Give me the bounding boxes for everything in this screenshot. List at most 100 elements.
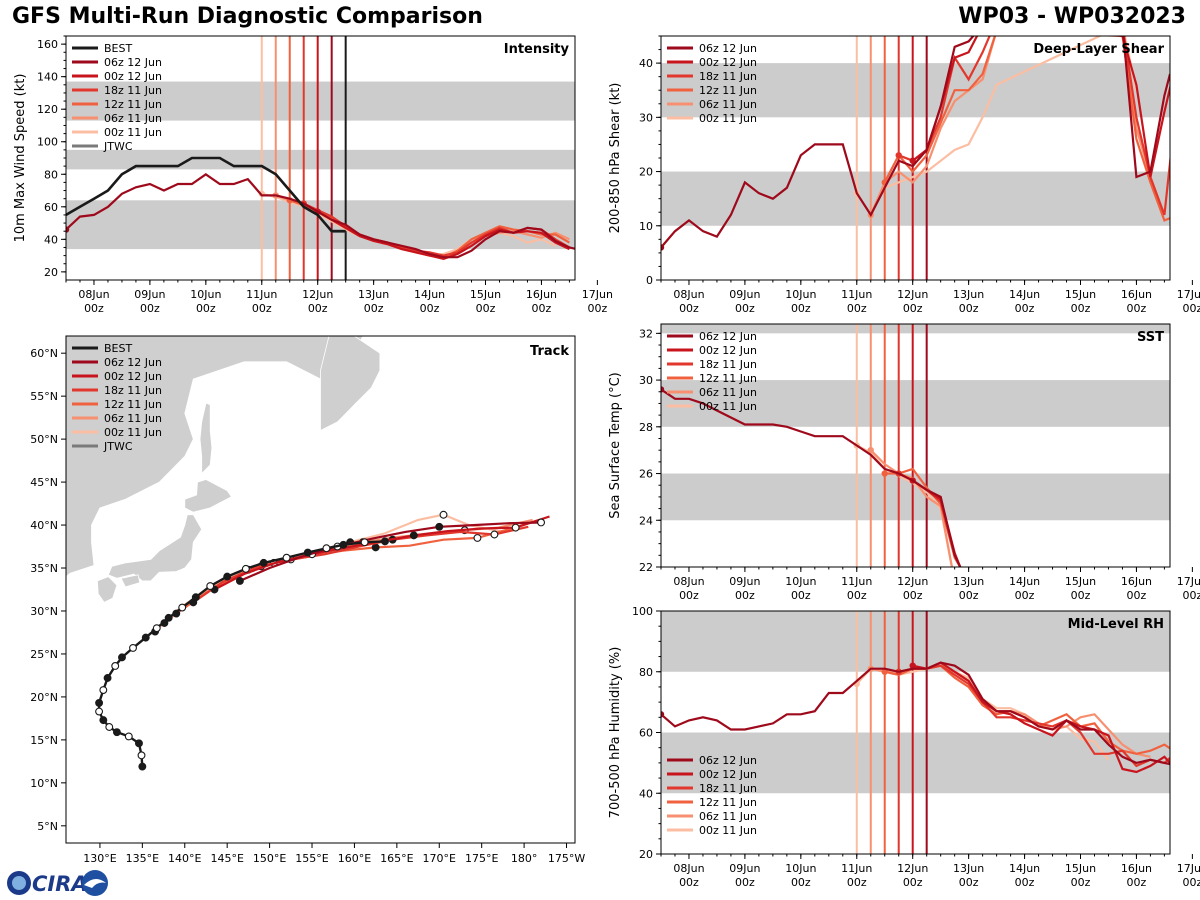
- track-point: [152, 624, 161, 633]
- init-marker: [661, 386, 665, 393]
- wave-icon: [84, 878, 106, 888]
- x-tick-label: 13Jun: [358, 288, 389, 301]
- y-tick-label: 24: [639, 514, 653, 527]
- x-tick-label: 00z: [1127, 876, 1147, 889]
- track-point: [339, 540, 348, 549]
- shaded-band: [661, 732, 1170, 794]
- x-tick-label: 00z: [84, 302, 104, 315]
- plot-area: [661, 324, 1170, 567]
- x-tick-label: 14Jun: [1009, 862, 1040, 875]
- y-tick-label: 25°N: [30, 648, 58, 661]
- x-tick-label: 00z: [903, 876, 923, 889]
- track-line-00z-12-jun: [213, 515, 550, 591]
- x-tick-label: 00z: [791, 876, 811, 889]
- x-tick-label: 00z: [847, 876, 867, 889]
- land-honshu: [107, 514, 203, 582]
- y-tick-label: 100: [632, 605, 653, 618]
- legend-label: 00z 11 Jun: [699, 824, 757, 837]
- y-axis-label: 700-500 hPa Humidity (%): [608, 647, 623, 819]
- x-tick-label: 17Jun: [1177, 288, 1200, 301]
- shaded-band: [66, 149, 575, 170]
- plot-area: [661, 611, 1170, 854]
- legend-label: 06z 12 Jun: [699, 754, 757, 767]
- y-tick-label: 80: [44, 168, 58, 181]
- x-tick-label: 00z: [679, 589, 699, 602]
- track-point: [435, 522, 444, 531]
- track-point: [303, 548, 312, 557]
- legend-label: 06z 11 Jun: [699, 810, 757, 823]
- x-tick-label: 00z: [959, 302, 979, 315]
- series-line-06z-11-jun: [869, 36, 1152, 216]
- x-tick-label: 09Jun: [729, 575, 760, 588]
- x-tick-label: 08Jun: [673, 288, 704, 301]
- x-tick-label: 16Jun: [1121, 575, 1152, 588]
- y-tick-label: 15°N: [30, 734, 58, 747]
- x-tick-label: 15Jun: [1065, 288, 1096, 301]
- track-point: [164, 613, 173, 622]
- x-tick-label: 17Jun: [582, 288, 613, 301]
- legend-label: 00z 11 Jun: [104, 426, 162, 439]
- x-tick-label: 10Jun: [785, 862, 816, 875]
- y-tick-label: 22: [639, 561, 653, 574]
- legend-label: JTWC: [103, 440, 133, 453]
- y-tick-label: 35°N: [30, 562, 58, 575]
- y-tick-label: 40°N: [30, 519, 58, 532]
- track-point: [111, 662, 120, 670]
- series-line-00z-12-jun: [317, 210, 570, 261]
- legend-label: 00z 12 Jun: [699, 344, 757, 357]
- track-point: [490, 530, 499, 539]
- track-point: [118, 653, 126, 662]
- legend-label: 12z 11 Jun: [104, 398, 162, 411]
- y-tick-label: 20°N: [30, 691, 58, 704]
- x-tick-label: 09Jun: [729, 288, 760, 301]
- x-tick-label: 14Jun: [1009, 575, 1040, 588]
- init-marker: [867, 446, 874, 454]
- track-point: [206, 582, 215, 591]
- land-sakhalin: [199, 402, 213, 475]
- legend-label: 00z 12 Jun: [104, 370, 162, 383]
- x-tick-label: 16Jun: [526, 288, 557, 301]
- series-line-12z-11-jun: [883, 36, 1170, 222]
- y-tick-label: 40: [639, 787, 653, 800]
- x-tick-label: 00z: [196, 302, 216, 315]
- sst-panel: 22242628303208Jun00z09Jun00z10Jun00z11Ju…: [608, 323, 1200, 602]
- rh-panel: 2040608010008Jun00z09Jun00z10Jun00z11Jun…: [608, 605, 1200, 889]
- x-tick-label: 15Jun: [470, 288, 501, 301]
- track-point: [473, 533, 482, 542]
- track-point: [322, 544, 331, 553]
- shaded-band: [66, 81, 575, 121]
- track-point: [138, 762, 147, 771]
- x-tick-label: 170°E: [423, 852, 456, 865]
- x-tick-label: 00z: [140, 302, 160, 315]
- track-point: [141, 633, 150, 642]
- x-tick-label: 00z: [903, 302, 923, 315]
- y-tick-label: 0: [646, 274, 653, 287]
- intensity-panel: 2040608010012014016008Jun00z09Jun00z10Ju…: [13, 35, 613, 315]
- y-tick-label: 140: [37, 71, 58, 84]
- x-tick-label: 00z: [1015, 876, 1035, 889]
- x-tick-label: 00z: [1071, 876, 1091, 889]
- x-tick-label: 17Jun: [1177, 575, 1200, 588]
- y-tick-label: 160: [37, 38, 58, 51]
- legend-label: 06z 12 Jun: [104, 56, 162, 69]
- y-tick-label: 55°N: [30, 390, 58, 403]
- plot-area: [66, 36, 575, 280]
- legend-label: BEST: [104, 42, 132, 55]
- legend-label: 18z 11 Jun: [699, 782, 757, 795]
- y-axis-label: 200-850 hPa Shear (kt): [608, 83, 623, 234]
- legend-label: 00z 11 Jun: [699, 400, 757, 413]
- legend-label: 00z 11 Jun: [699, 112, 757, 125]
- x-tick-label: 00z: [1182, 876, 1200, 889]
- track-point: [381, 537, 389, 546]
- x-tick-label: 11Jun: [841, 862, 872, 875]
- x-tick-label: 00z: [587, 302, 607, 315]
- track-point: [371, 543, 380, 552]
- x-tick-label: 00z: [1127, 302, 1147, 315]
- legend-label: 12z 11 Jun: [699, 796, 757, 809]
- legend-label: 06z 11 Jun: [104, 112, 162, 125]
- x-tick-label: 00z: [735, 302, 755, 315]
- x-tick-label: 00z: [1015, 589, 1035, 602]
- x-tick-label: 00z: [791, 302, 811, 315]
- legend-label: 06z 11 Jun: [104, 412, 162, 425]
- init-marker: [909, 662, 916, 669]
